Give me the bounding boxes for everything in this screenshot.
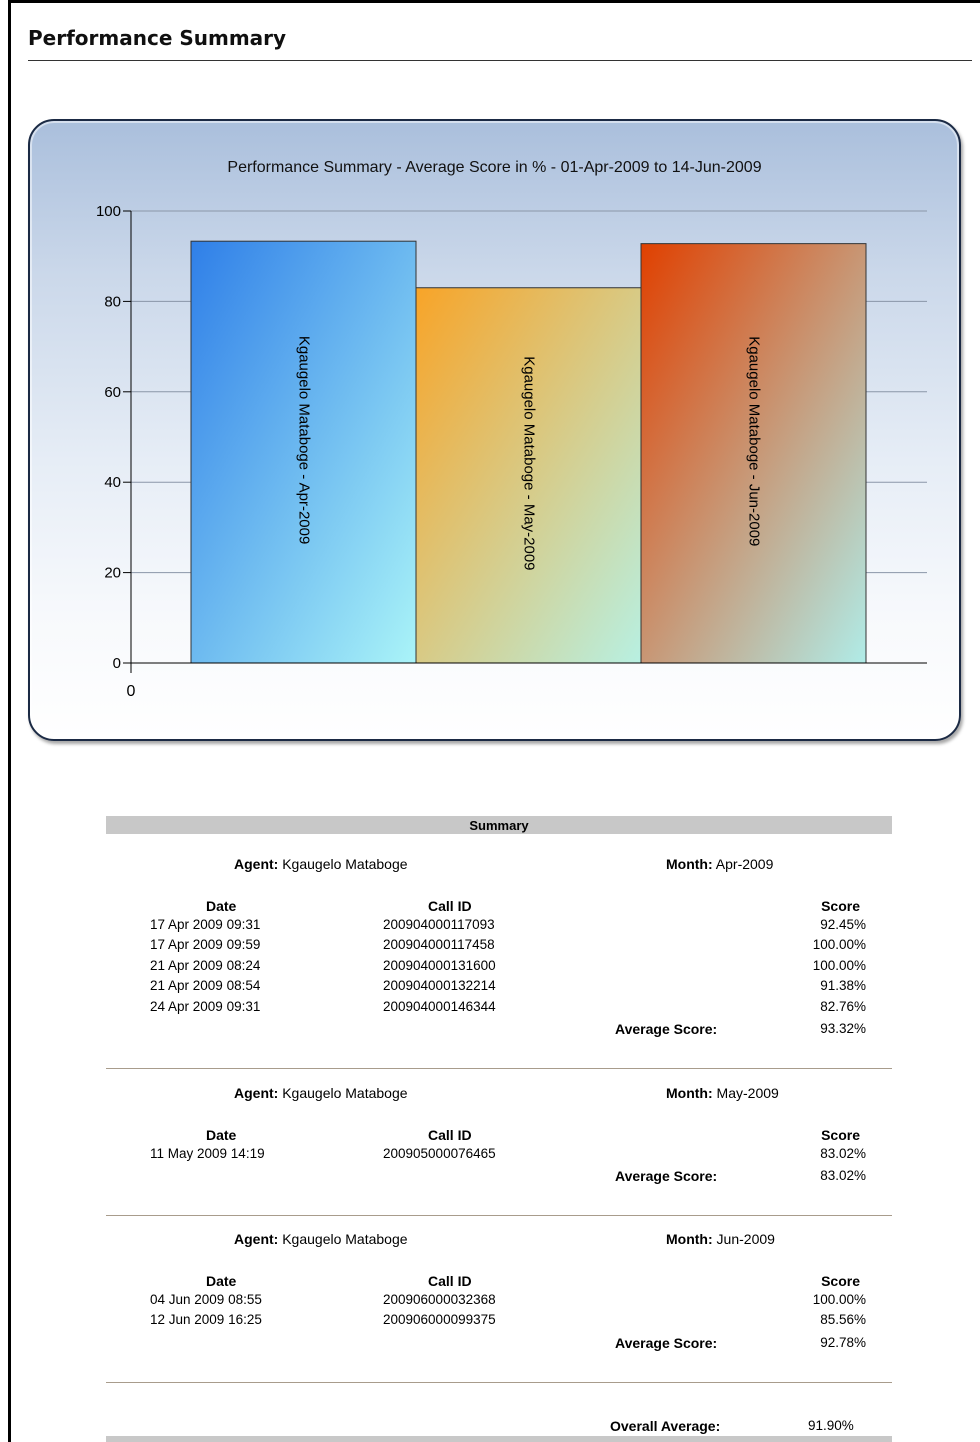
y-tick-label: 40 xyxy=(104,474,121,491)
chart-panel: Performance Summary - Average Score in %… xyxy=(28,119,961,741)
group-divider xyxy=(106,1382,892,1383)
row-score: 100.00% xyxy=(812,957,866,973)
bar-label-1: Kgaugelo Mataboge - Apr-2009 xyxy=(296,336,313,544)
row-score: 91.38% xyxy=(820,978,866,994)
row-call-id: 200904000131600 xyxy=(383,957,496,973)
average-score-value: 93.32% xyxy=(820,1021,866,1036)
row-call-id: 200905000076465 xyxy=(383,1146,496,1161)
agent-label: Agent: xyxy=(234,856,279,872)
row-call-id: 200904000117093 xyxy=(383,917,495,932)
row-date: 17 Apr 2009 09:31 xyxy=(150,917,261,932)
month-value: May-2009 xyxy=(716,1085,779,1101)
bar-chart: 0 20 40 60 80 100 Kgaugelo Mataboge - Apr-2009… xyxy=(96,203,927,700)
y-tick-label: 80 xyxy=(104,293,121,310)
average-score-label: Average Score: xyxy=(615,1334,718,1351)
row-date: 24 Apr 2009 09:31 xyxy=(150,998,261,1014)
month-label: Month: xyxy=(666,1085,713,1101)
overall-average-value: 91.90% xyxy=(808,1418,854,1433)
row-score: 92.45% xyxy=(820,917,866,932)
date-column-header: Date xyxy=(206,1127,237,1143)
summary-header: Summary xyxy=(106,816,892,834)
month-value: Jun-2009 xyxy=(716,1231,775,1247)
agent-line: Agent: Kgaugelo Mataboge xyxy=(234,1231,408,1247)
month-line: Month: Jun-2009 xyxy=(666,1231,775,1247)
row-call-id: 200904000117458 xyxy=(383,937,495,953)
row-score: 82.76% xyxy=(820,998,866,1014)
month-label: Month: xyxy=(666,1231,713,1247)
row-score: 85.56% xyxy=(820,1312,866,1328)
y-tick-label: 20 xyxy=(104,565,121,582)
callid-column-header: Call ID xyxy=(428,1273,472,1289)
row-date: 04 Jun 2009 08:55 xyxy=(150,1292,262,1307)
bar-label-2: Kgaugelo Mataboge - May-2009 xyxy=(521,356,538,570)
y-tick-label: 60 xyxy=(104,384,121,401)
row-call-id: 200904000146344 xyxy=(383,998,496,1014)
row-date: 12 Jun 2009 16:25 xyxy=(150,1312,262,1328)
group-divider xyxy=(106,1068,892,1069)
callid-column-header: Call ID xyxy=(428,898,472,914)
agent-name: Kgaugelo Mataboge xyxy=(282,1085,408,1101)
window-border-top xyxy=(8,0,980,3)
overall-average-label: Overall Average: xyxy=(610,1418,721,1434)
average-score-value: 92.78% xyxy=(820,1334,866,1350)
callid-column-header: Call ID xyxy=(428,1127,472,1143)
agent-name: Kgaugelo Mataboge xyxy=(282,856,408,872)
row-call-id: 200906000099375 xyxy=(383,1312,496,1328)
row-call-id: 200904000132214 xyxy=(383,978,496,994)
month-line: Month: Apr-2009 xyxy=(666,856,773,872)
agent-label: Agent: xyxy=(234,1231,279,1247)
overall-footer-bar xyxy=(106,1436,892,1442)
row-date: 21 Apr 2009 08:24 xyxy=(150,957,261,973)
y-tick-label: 100 xyxy=(96,203,121,220)
agent-line: Agent: Kgaugelo Mataboge xyxy=(234,1085,408,1101)
group-divider xyxy=(106,1215,892,1216)
row-score: 100.00% xyxy=(812,937,866,953)
average-score-label: Average Score: xyxy=(615,1168,718,1185)
chart-title: Performance Summary - Average Score in %… xyxy=(227,159,762,176)
month-value: Apr-2009 xyxy=(715,856,774,872)
month-line: Month: May-2009 xyxy=(666,1085,779,1101)
row-call-id: 200906000032368 xyxy=(383,1292,496,1307)
row-date: 11 May 2009 14:19 xyxy=(150,1146,265,1161)
agent-label: Agent: xyxy=(234,1085,279,1101)
date-column-header: Date xyxy=(206,898,237,914)
row-date: 17 Apr 2009 09:59 xyxy=(150,937,261,953)
page-title: Performance Summary xyxy=(28,26,287,50)
date-column-header: Date xyxy=(206,1273,237,1289)
average-score-label: Average Score: xyxy=(615,1021,718,1037)
row-score: 100.00% xyxy=(812,1292,866,1307)
x-tick-label: 0 xyxy=(127,683,136,700)
bar-label-3: Kgaugelo Mataboge - Jun-2009 xyxy=(746,336,763,546)
agent-name: Kgaugelo Mataboge xyxy=(282,1231,408,1247)
y-tick-label: 0 xyxy=(113,655,121,672)
row-score: 83.02% xyxy=(820,1146,866,1161)
bar-1[interactable] xyxy=(190,240,417,664)
agent-line: Agent: Kgaugelo Mataboge xyxy=(234,856,408,872)
score-column-header: Score xyxy=(821,1127,860,1143)
score-column-header: Score xyxy=(821,898,860,914)
average-score-value: 83.02% xyxy=(820,1168,866,1184)
bar-2[interactable] xyxy=(415,287,642,664)
window-border-left xyxy=(8,0,11,1442)
month-label: Month: xyxy=(666,856,713,872)
score-column-header: Score xyxy=(821,1273,860,1289)
bar-3[interactable] xyxy=(640,243,867,664)
title-divider xyxy=(28,60,972,61)
row-date: 21 Apr 2009 08:54 xyxy=(150,978,261,994)
